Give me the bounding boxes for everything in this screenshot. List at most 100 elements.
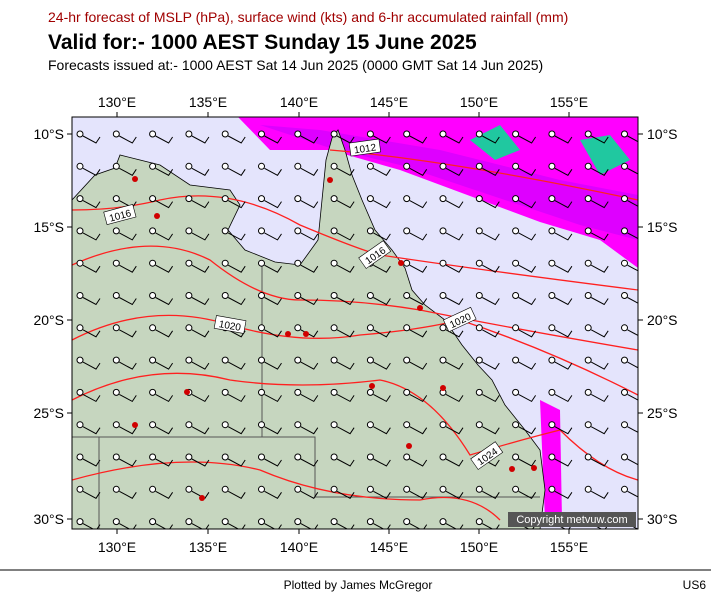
barb bbox=[482, 200, 500, 209]
station bbox=[221, 485, 229, 493]
barb bbox=[227, 426, 246, 435]
barb bbox=[191, 135, 210, 144]
station bbox=[439, 518, 447, 526]
barb bbox=[554, 232, 573, 241]
barb bbox=[518, 200, 537, 209]
station bbox=[439, 421, 447, 429]
barb bbox=[336, 297, 355, 306]
station bbox=[76, 162, 84, 170]
barb bbox=[155, 167, 174, 176]
station bbox=[584, 356, 592, 364]
barb bbox=[155, 329, 174, 338]
barb bbox=[554, 329, 573, 338]
barb bbox=[336, 232, 355, 241]
station bbox=[512, 356, 520, 364]
barb bbox=[409, 490, 428, 499]
barb bbox=[518, 297, 537, 306]
barb bbox=[627, 490, 638, 498]
barb bbox=[300, 200, 319, 209]
station bbox=[475, 388, 483, 396]
barb bbox=[300, 297, 319, 306]
barb bbox=[373, 458, 391, 467]
title: Valid for:- 1000 AEST Sunday 15 June 202… bbox=[48, 31, 477, 54]
station bbox=[439, 227, 447, 235]
station bbox=[112, 227, 120, 235]
station bbox=[439, 324, 447, 332]
station bbox=[76, 356, 84, 364]
barb bbox=[445, 232, 464, 241]
station bbox=[584, 324, 592, 332]
station bbox=[258, 518, 265, 526]
station bbox=[294, 195, 302, 203]
barb bbox=[590, 458, 609, 467]
isobar-label-box bbox=[443, 306, 477, 333]
barb bbox=[590, 264, 609, 273]
barb bbox=[590, 329, 609, 338]
map-frame bbox=[71, 116, 639, 530]
station bbox=[185, 292, 193, 299]
station bbox=[475, 518, 483, 526]
barb bbox=[264, 264, 282, 273]
station bbox=[548, 485, 556, 493]
barb bbox=[300, 426, 319, 435]
station bbox=[330, 485, 338, 493]
barb bbox=[264, 393, 282, 403]
barb bbox=[373, 167, 391, 176]
station bbox=[330, 292, 338, 299]
station bbox=[185, 324, 193, 332]
barb bbox=[119, 297, 137, 306]
station bbox=[294, 421, 302, 429]
barb bbox=[482, 297, 500, 306]
barb bbox=[227, 200, 246, 209]
lat-label: 20°S bbox=[647, 312, 678, 328]
barb bbox=[409, 232, 428, 241]
station bbox=[258, 324, 265, 332]
station bbox=[76, 453, 84, 461]
barb bbox=[119, 458, 137, 467]
barb bbox=[227, 361, 246, 370]
barb bbox=[82, 393, 101, 403]
barb bbox=[155, 393, 174, 403]
barb bbox=[518, 232, 537, 241]
barb bbox=[82, 297, 101, 306]
barb bbox=[300, 232, 319, 241]
barb bbox=[227, 232, 246, 241]
station bbox=[76, 485, 84, 493]
station bbox=[112, 421, 120, 429]
station bbox=[621, 259, 628, 267]
barb bbox=[191, 264, 210, 273]
barb bbox=[300, 523, 319, 529]
barb bbox=[482, 523, 500, 529]
station bbox=[112, 388, 120, 396]
barb bbox=[373, 232, 391, 241]
barb bbox=[264, 297, 282, 306]
barb bbox=[445, 329, 464, 338]
lat-label: 25°S bbox=[647, 405, 678, 421]
station bbox=[149, 388, 157, 396]
barb bbox=[155, 490, 174, 499]
barb bbox=[227, 393, 246, 403]
barb bbox=[373, 426, 391, 435]
barb bbox=[119, 264, 137, 273]
barb bbox=[82, 264, 101, 273]
lon-label: 135°E bbox=[189, 539, 227, 555]
station bbox=[330, 195, 338, 203]
station bbox=[185, 453, 193, 461]
barb bbox=[445, 264, 464, 273]
barb bbox=[590, 393, 609, 403]
barb bbox=[119, 329, 137, 338]
credit: Plotted by James McGregor bbox=[284, 578, 433, 592]
barb bbox=[554, 135, 573, 144]
station bbox=[76, 324, 84, 332]
station bbox=[403, 259, 411, 267]
lat-label: 25°S bbox=[33, 405, 64, 421]
station bbox=[76, 227, 84, 235]
station bbox=[475, 292, 483, 299]
barb bbox=[336, 329, 355, 338]
copyright: Copyright metvuw.com bbox=[516, 514, 627, 526]
station bbox=[258, 195, 265, 203]
station bbox=[112, 292, 120, 299]
barb bbox=[119, 361, 137, 370]
